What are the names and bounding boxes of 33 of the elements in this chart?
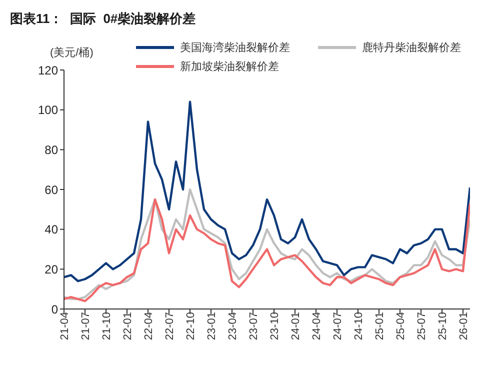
x-tick-label: 25-10 [436, 312, 449, 340]
x-tick-label: 22-04 [142, 312, 155, 340]
y-tick-label: 100 [38, 103, 58, 118]
y-tick-label: 40 [44, 222, 58, 237]
x-tick-label: 25-07 [416, 312, 428, 340]
x-tick-label: 26-01 [458, 312, 470, 340]
x-tick-label: 22-01 [122, 312, 134, 340]
x-tick-label: 24-10 [352, 312, 365, 340]
chart-title: 图表11： 国际 0#柴油裂解价差 [10, 10, 196, 28]
y-tick-label: 60 [44, 182, 58, 197]
y-tick-label: 80 [44, 142, 58, 157]
x-tick-label: 24-04 [310, 312, 323, 340]
y-tick-label: 0 [51, 302, 58, 316]
y-tick-label: 20 [44, 262, 58, 276]
x-tick-label: 24-01 [290, 312, 302, 340]
legend-label: 美国海湾柴油裂解价差 [180, 40, 290, 55]
x-tick-label: 22-07 [164, 312, 176, 340]
x-tick-label: 21-04 [58, 312, 71, 340]
legend-label: 鹿特丹柴油裂解价差 [362, 40, 461, 55]
x-tick-label: 25-01 [374, 312, 386, 340]
y-axis-title: (美元/桶) [50, 46, 94, 60]
x-tick-label: 25-04 [394, 312, 407, 340]
x-tick-label: 23-10 [268, 312, 281, 340]
line-series [64, 100, 470, 282]
x-tick-label: 22-10 [184, 312, 197, 340]
x-tick-label: 23-04 [226, 312, 239, 340]
x-tick-label: 21-10 [100, 312, 113, 340]
x-tick-label: 23-07 [248, 312, 260, 340]
legend-label: 新加坡柴油裂解价差 [180, 60, 279, 74]
x-tick-label: 21-07 [80, 312, 92, 340]
x-tick-label: 24-07 [332, 312, 344, 340]
y-tick-label: 120 [38, 63, 58, 78]
x-tick-label: 23-01 [206, 312, 218, 340]
